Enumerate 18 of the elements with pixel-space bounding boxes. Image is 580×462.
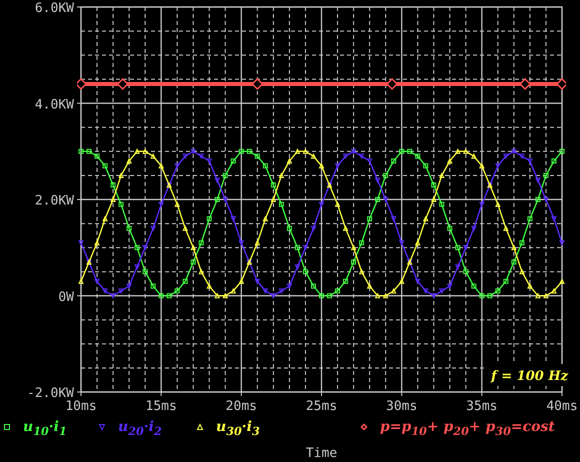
x-tick-label: 20ms	[226, 399, 257, 414]
x-axis-title: Time	[306, 446, 338, 461]
x-tick-label: 25ms	[306, 399, 338, 414]
legend-label: u$_{20}$·i$_{2}$	[118, 419, 162, 438]
x-tick-label: 40ms	[546, 399, 578, 414]
y-tick-label: 4.0KW	[34, 97, 74, 112]
x-tick-label: 10ms	[65, 399, 97, 414]
legend-label: u$_{10}$·i$_{1}$	[23, 419, 67, 438]
y-tick-label: 6.0KW	[34, 1, 74, 16]
x-tick-label: 30ms	[386, 399, 418, 414]
x-tick-label: 15ms	[146, 399, 177, 414]
legend-label: p=p$_{10}$+ p$_{20}$+ p$_{30}$=cost	[380, 419, 556, 438]
y-tick-label: 2.0KW	[34, 194, 74, 208]
y-tick-label: 0W	[58, 290, 74, 305]
annotation: f = 100 Hz	[490, 369, 569, 384]
legend-label: u$_{30}$·i$_{3}$	[216, 419, 260, 438]
x-tick-label: 35ms	[466, 399, 498, 414]
y-tick-label: -2.0KW	[27, 386, 74, 401]
